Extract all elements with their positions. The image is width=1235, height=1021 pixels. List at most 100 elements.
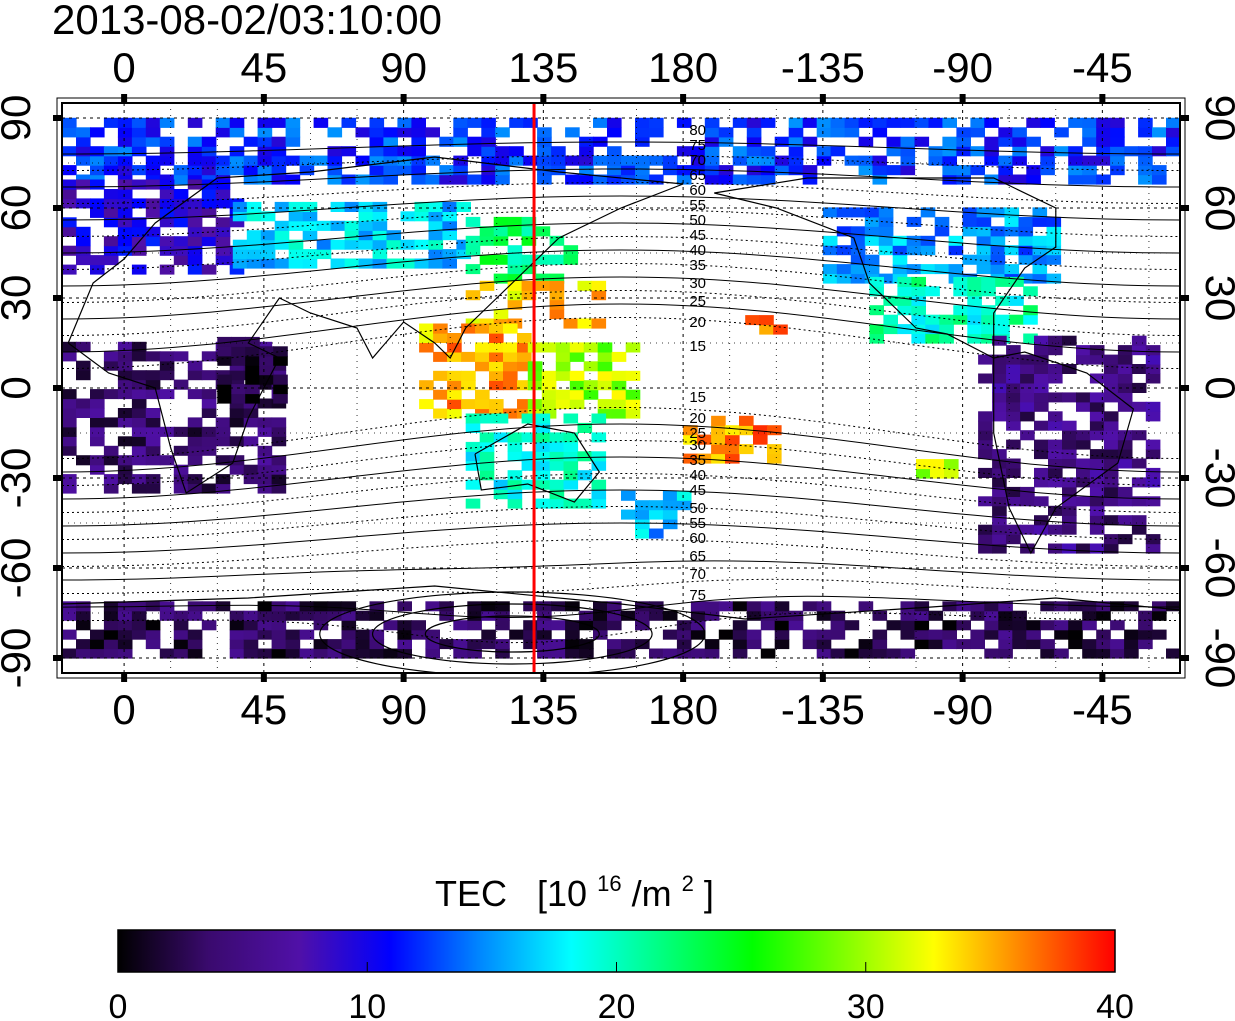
tec-cell <box>201 198 217 209</box>
x-tick-label-top: 180 <box>648 44 718 91</box>
tec-cell <box>145 179 161 190</box>
tec-cell <box>577 498 593 509</box>
tec-cell <box>245 346 260 357</box>
tec-cell <box>103 639 119 650</box>
tec-cell <box>369 146 385 157</box>
tec-cell <box>481 127 496 138</box>
tec-cell <box>635 155 650 166</box>
tec-cell <box>914 117 930 128</box>
colorbar-unit-mid: /m <box>632 873 672 914</box>
tec-cell <box>976 226 992 237</box>
tec-cell <box>1012 620 1027 631</box>
tec-cell <box>229 610 245 621</box>
tec-cell <box>369 155 385 166</box>
tec-cell <box>217 374 232 385</box>
tec-cell <box>697 453 712 464</box>
tec-cell <box>537 601 552 612</box>
tec-cell <box>1068 629 1083 640</box>
tec-cell <box>1166 117 1180 128</box>
tec-cell <box>201 483 217 494</box>
tec-cell <box>76 155 91 166</box>
tec-cell <box>621 174 636 185</box>
tec-cell <box>591 498 607 509</box>
tec-cell <box>1026 629 1041 640</box>
tec-cell <box>215 198 231 209</box>
tec-cell <box>981 305 996 316</box>
tec-cell <box>173 207 189 218</box>
tec-cell <box>131 629 147 640</box>
tec-cell <box>257 155 273 166</box>
tec-cell <box>288 249 304 260</box>
tec-cell <box>229 464 245 475</box>
tec-cell <box>872 174 888 185</box>
contour-label: 70 <box>689 152 706 169</box>
y-tick-mark <box>1180 295 1189 301</box>
tec-cell <box>327 174 343 185</box>
tec-cell <box>355 174 371 185</box>
tec-cell <box>900 648 916 659</box>
tec-cell <box>62 474 77 485</box>
tec-cell <box>956 136 971 147</box>
tec-cell <box>649 648 664 659</box>
tec-cell <box>1166 146 1180 157</box>
tec-cell <box>475 342 490 353</box>
tec-cell <box>159 351 175 362</box>
tec-cell <box>760 174 776 185</box>
tec-cell <box>475 323 490 334</box>
tec-cell <box>341 174 357 185</box>
x-tick-label-top: -135 <box>781 44 865 91</box>
tec-cell <box>1062 505 1077 516</box>
tec-cell <box>62 165 77 176</box>
tec-cell <box>844 648 860 659</box>
x-tick-mark <box>680 673 687 682</box>
tec-cell <box>76 245 91 256</box>
tec-cell <box>481 155 496 166</box>
tec-cell <box>521 290 537 301</box>
tec-cell <box>447 370 462 381</box>
tec-cell <box>621 155 636 166</box>
tec-cell <box>1062 364 1077 374</box>
tec-cell <box>344 239 360 250</box>
tec-cell <box>816 117 832 128</box>
tec-cell <box>1076 496 1091 507</box>
tec-cell <box>1048 392 1063 403</box>
tec-cell <box>1006 401 1021 412</box>
contour-label: 50 <box>689 212 706 229</box>
colorbar-unit-sup2: 2 <box>682 871 694 896</box>
tec-cell <box>878 245 894 256</box>
tec-cell <box>503 408 518 419</box>
tec-cell <box>1110 620 1125 631</box>
tec-cell <box>1110 136 1125 147</box>
tec-cell <box>690 146 706 157</box>
tec-cell <box>1006 420 1021 431</box>
tec-cell <box>507 226 523 237</box>
tec-cell <box>788 136 804 147</box>
tec-cell <box>1023 333 1038 344</box>
tec-cell <box>976 207 992 218</box>
tec-cell <box>836 264 852 275</box>
tec-cell <box>231 393 246 404</box>
tec-cell <box>1048 420 1063 431</box>
tec-cell <box>117 408 133 418</box>
tec-cell <box>229 165 245 176</box>
tec-cell <box>397 629 412 640</box>
timestamp-title: 2013-08-02/03:10:00 <box>52 0 442 43</box>
tec-cell <box>1089 524 1105 535</box>
tec-cell <box>231 355 246 366</box>
magnetic-contour <box>62 222 1180 254</box>
tec-cell <box>285 174 301 185</box>
tec-cell <box>990 245 1006 256</box>
tec-cell <box>428 211 444 222</box>
tec-cell <box>217 355 232 366</box>
tec-cell <box>934 216 950 227</box>
tec-cell <box>217 384 232 395</box>
tec-cell <box>549 280 565 291</box>
contour-label: 40 <box>689 242 706 259</box>
tec-cell <box>145 370 161 381</box>
tec-cell <box>90 127 105 138</box>
tec-cell <box>103 165 119 176</box>
tec-cell <box>173 189 189 200</box>
tec-cell <box>257 474 273 485</box>
tec-cell <box>939 333 954 344</box>
tec-cell <box>990 254 1006 265</box>
